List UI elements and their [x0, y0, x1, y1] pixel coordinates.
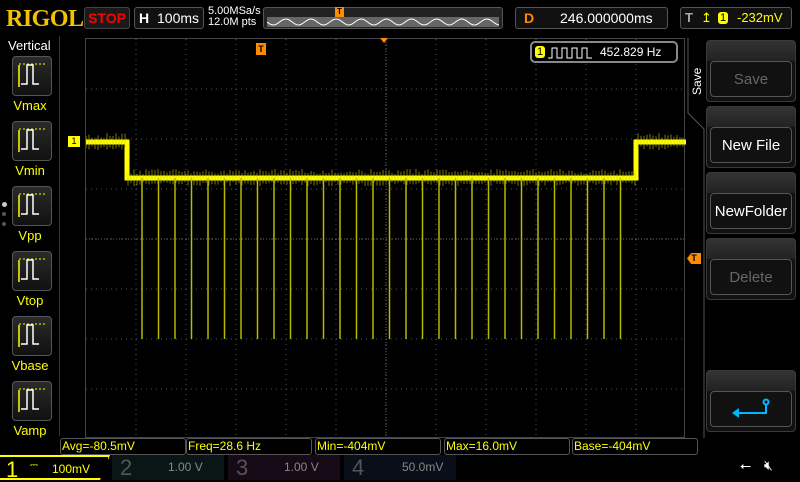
delay-box[interactable]: D 246.000000ms	[515, 7, 668, 29]
frequency-counter[interactable]: 1 452.829 Hz	[530, 41, 678, 63]
page-dot	[2, 222, 6, 226]
trigger-position-marker: T	[335, 7, 344, 17]
channel-4-scale: 50.0mV	[402, 459, 443, 475]
trigger-box[interactable]: T ↥ 1 -232mV	[680, 7, 792, 29]
channel-1-scale: 100mV	[52, 461, 90, 477]
vbase-icon	[13, 317, 51, 355]
acquisition-info: 5.00MSa/s 12.0M pts	[208, 6, 261, 28]
vertical-title: Vertical	[8, 38, 51, 53]
return-arrow-icon	[726, 395, 776, 425]
measure-vtop-label: Vtop	[0, 293, 60, 308]
measurement-max[interactable]: Max=16.0mV	[444, 438, 570, 455]
rising-edge-icon: ↥	[701, 8, 712, 28]
vmax-icon	[13, 57, 51, 95]
horizontal-timebase[interactable]: H 100ms	[134, 7, 204, 29]
waveform-display[interactable]	[85, 38, 685, 438]
rigol-logo: RIGOL	[6, 6, 84, 33]
delete-label: Delete	[710, 259, 792, 295]
dc-coupling-icon: ⎓	[30, 453, 38, 478]
measurement-freq[interactable]: Freq=28.6 Hz	[186, 438, 312, 455]
channel-4-tab[interactable]: 4 50.0mV	[344, 455, 456, 480]
center-marker	[380, 38, 388, 43]
delay-value: 246.000000ms	[560, 8, 653, 28]
vpp-icon	[13, 187, 51, 225]
counter-channel: 1	[535, 46, 545, 58]
memory-depth: 12.0M pts	[208, 17, 261, 28]
waveform-grid	[86, 39, 686, 439]
timebase-value: 100ms	[157, 8, 199, 28]
measurement-bar: Avg=-80.5mV Freq=28.6 Hz Min=-404mV Max=…	[60, 438, 700, 455]
channel-bar: 1 ⎓ 100mV 2 1.00 V 3 1.00 V 4 50.0mV ⭠ 🔇︎	[0, 455, 800, 480]
measure-vmax-label: Vmax	[0, 98, 60, 113]
square-wave-icon	[548, 47, 592, 59]
new-folder-label: NewFolder	[710, 193, 792, 229]
speaker-muted-icon[interactable]: 🔇︎	[764, 457, 773, 474]
measure-vmin-label: Vmin	[0, 163, 60, 178]
delete-button[interactable]: Delete	[706, 238, 796, 300]
new-file-label: New File	[710, 127, 792, 163]
counter-value: 452.829 Hz	[600, 43, 661, 61]
new-file-button[interactable]: New File	[706, 106, 796, 168]
new-folder-button[interactable]: NewFolder	[706, 172, 796, 234]
measure-vbase-label: Vbase	[0, 358, 60, 373]
channel-1-tab[interactable]: 1 ⎓ 100mV	[0, 455, 110, 480]
measure-vmin-button[interactable]	[12, 121, 52, 161]
menu-tab-outline	[686, 38, 706, 438]
page-dot	[2, 212, 6, 216]
run-stop-button[interactable]: STOP	[84, 7, 130, 29]
trigger-source: 1	[718, 12, 728, 24]
t-label: T	[685, 8, 693, 28]
measure-vpp-button[interactable]	[12, 186, 52, 226]
measure-vtop-button[interactable]	[12, 251, 52, 291]
measurement-base[interactable]: Base=-404mV	[572, 438, 698, 455]
trigger-time-marker[interactable]: T	[256, 43, 266, 55]
h-label: H	[139, 8, 149, 28]
save-label: Save	[710, 61, 792, 97]
memory-overview: T	[263, 7, 503, 29]
channel-2-scale: 1.00 V	[168, 459, 203, 475]
d-label: D	[524, 8, 534, 28]
measurement-avg[interactable]: Avg=-80.5mV	[60, 438, 186, 455]
channel-2-tab[interactable]: 2 1.00 V	[112, 455, 224, 480]
channel-3-tab[interactable]: 3 1.00 V	[228, 455, 340, 480]
trigger-level: -232mV	[737, 8, 783, 28]
save-softkey-panel: Save New File NewFolder Delete	[706, 38, 800, 438]
return-button[interactable]	[706, 370, 796, 432]
waveform-preview	[267, 17, 499, 27]
page-dot	[2, 202, 7, 207]
measure-vamp-button[interactable]	[12, 381, 52, 421]
measure-vamp-label: Vamp	[0, 423, 60, 438]
vamp-icon	[13, 382, 51, 420]
vtop-icon	[13, 252, 51, 290]
vmin-icon	[13, 122, 51, 160]
measurement-min[interactable]: Min=-404mV	[315, 438, 441, 455]
save-menu-title: Save	[690, 68, 704, 95]
channel-3-scale: 1.00 V	[284, 459, 319, 475]
measure-vmax-button[interactable]	[12, 56, 52, 96]
measure-vpp-label: Vpp	[0, 228, 60, 243]
measure-vbase-button[interactable]	[12, 316, 52, 356]
save-button[interactable]: Save	[706, 40, 796, 102]
channel1-offset-marker[interactable]: 1	[68, 136, 80, 147]
usb-icon: ⭠	[740, 457, 751, 474]
